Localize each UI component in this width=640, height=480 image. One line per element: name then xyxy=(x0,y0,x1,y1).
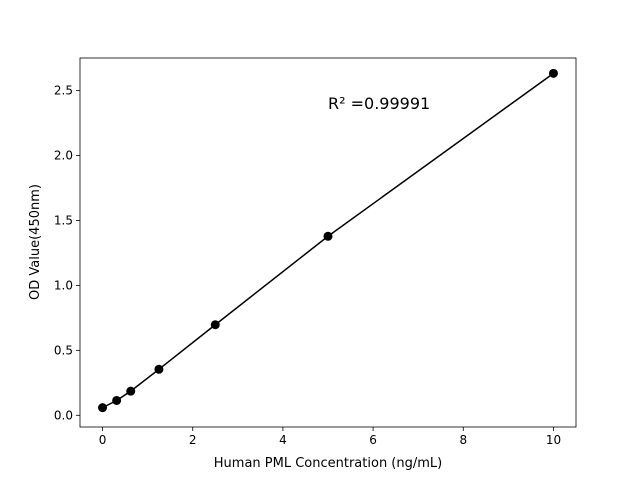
plot-area xyxy=(79,57,577,428)
data-point xyxy=(323,231,333,241)
data-point xyxy=(154,364,164,374)
x-tick-label: 4 xyxy=(279,433,287,447)
data-point xyxy=(112,395,122,405)
x-tick-label: 6 xyxy=(369,433,377,447)
y-tick-label: 1.5 xyxy=(54,213,73,227)
y-axis-label: OD Value(450nm) xyxy=(28,184,43,300)
y-tick-label: 0.5 xyxy=(54,343,73,357)
data-point xyxy=(98,403,108,413)
x-tick-label: 2 xyxy=(189,433,197,447)
data-point xyxy=(548,68,558,78)
y-tick-label: 0.0 xyxy=(54,408,73,422)
data-point xyxy=(210,320,220,330)
x-tick-label: 8 xyxy=(459,433,467,447)
y-tick-label: 2.0 xyxy=(54,148,73,162)
y-tick-label: 1.0 xyxy=(54,278,73,292)
x-tick-label: 10 xyxy=(546,433,561,447)
y-tick-label: 2.5 xyxy=(54,83,73,97)
r-squared-annotation: R² =0.99991 xyxy=(328,94,430,113)
x-tick-label: 0 xyxy=(99,433,107,447)
x-axis-label: Human PML Concentration (ng/mL) xyxy=(214,456,442,471)
data-point xyxy=(126,386,136,396)
